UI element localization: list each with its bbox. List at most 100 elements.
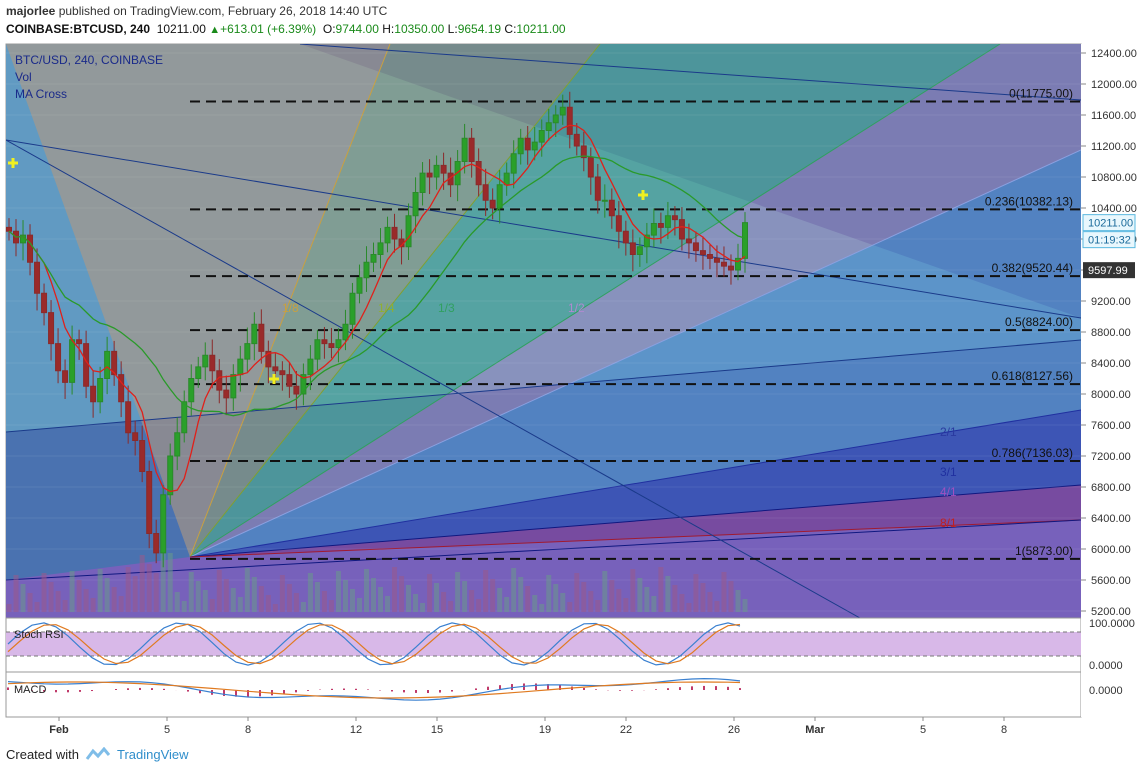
author-name[interactable]: majorlee (6, 4, 56, 18)
volume-bar (385, 596, 391, 612)
candle-body (216, 370, 223, 391)
candle-body (692, 242, 699, 252)
x-axis-tick-label: 8 (245, 724, 251, 736)
candle-body (720, 261, 727, 267)
volume-bar (118, 596, 124, 612)
candle-body (188, 378, 195, 403)
legend-vol: Vol (15, 70, 32, 84)
ohlc-bar: COINBASE:BTCUSD, 240 10211.00 ▲+613.01 (… (6, 22, 566, 36)
candle-body (587, 157, 594, 178)
candle-body (132, 432, 139, 441)
candle-body (146, 471, 153, 534)
up-arrow-icon: ▲ (209, 24, 221, 36)
candle-body (678, 219, 685, 240)
volume-bar (181, 601, 187, 612)
candle-body (517, 137, 524, 155)
candle-body (111, 350, 118, 376)
candle-body (657, 223, 664, 228)
gann-fan-line (189, 484, 1081, 558)
volume-bar (693, 574, 699, 612)
volume-bar (406, 585, 412, 612)
candle-body (742, 222, 748, 259)
volume-bar (525, 586, 531, 612)
candle-body (580, 145, 587, 159)
candle-body (328, 343, 335, 348)
tradingview-brand[interactable]: TradingView (116, 747, 189, 762)
candle-body (300, 374, 307, 395)
volume-bar (539, 604, 545, 612)
volume-bar (714, 601, 720, 612)
x-axis-tick-label: 26 (728, 724, 740, 736)
created-with-text: Created with (6, 747, 79, 762)
price-chart[interactable]: 1/8 1/4 1/3 1/2 2/1 3/1 4/1 8/1 0(11775.00) 0.23… (0, 0, 1145, 745)
volume-bar (567, 602, 573, 612)
volume-bar (581, 582, 587, 612)
candle-body (524, 137, 531, 151)
volume-bar (62, 600, 68, 612)
volume-bar (13, 575, 19, 612)
tradingview-logo-icon[interactable] (85, 746, 111, 764)
candle-body (153, 533, 160, 554)
y-axis-tick-label: 10800.00 (1091, 172, 1137, 184)
footer: Created with TradingView (6, 746, 189, 764)
candle-body (706, 254, 713, 259)
y-axis-tick-label: 7600.00 (1091, 420, 1131, 432)
gann-label: 4/1 (940, 485, 957, 499)
candle-body (174, 432, 181, 457)
candle-body (699, 250, 706, 255)
volume-bar (448, 601, 454, 612)
volume-bar (314, 582, 320, 612)
y-axis-tick-label: 7200.00 (1091, 451, 1131, 463)
volume-bar (735, 590, 741, 612)
gann-label: 3/1 (940, 465, 957, 479)
candle-body (195, 366, 202, 379)
candle-body (181, 401, 188, 434)
candle-body (293, 385, 300, 395)
x-axis-tick-label: 5 (164, 724, 170, 736)
last-price-tag (1082, 214, 1136, 232)
volume-bar (286, 584, 292, 612)
change-value: +613.01 (+6.39%) (220, 22, 317, 36)
candle-body (342, 323, 349, 341)
stoch-band (6, 632, 1081, 656)
volume-bar (237, 597, 243, 612)
volume-bar (588, 591, 594, 612)
symbol-label: COINBASE:BTCUSD, 240 (6, 22, 151, 36)
y-axis-tick-label: 8800.00 (1091, 327, 1131, 339)
open-value: 9744.00 (335, 22, 379, 36)
y-axis-background (1081, 44, 1145, 717)
volume-bar (188, 572, 194, 612)
volume-bar (251, 577, 257, 612)
cross-marker-icon (269, 374, 279, 384)
candle-body (370, 254, 377, 263)
volume-bar (455, 572, 461, 612)
volume-bar (160, 544, 166, 612)
volume-bar (209, 599, 215, 612)
volume-bar (595, 600, 601, 612)
y-axis-tick-label: 12400.00 (1091, 48, 1137, 60)
candle-body (727, 265, 734, 271)
candle-body (601, 199, 608, 202)
volume-bar (644, 587, 650, 612)
volume-bar (700, 583, 706, 612)
volume-bar (665, 576, 671, 612)
candle-body (265, 350, 272, 368)
gann-fan-line (6, 139, 861, 618)
gann-fan-line (189, 519, 1081, 558)
candle-body (671, 215, 678, 221)
y-axis-tick-label: 9200.00 (1091, 296, 1131, 308)
x-axis-tick-label: Mar (805, 724, 825, 736)
gann-fan-line (6, 519, 1081, 581)
gann-fan-line (189, 409, 1081, 558)
low-label: L: (447, 22, 458, 36)
volume-bar (27, 593, 33, 612)
candle-body (608, 199, 615, 217)
volume-bar (230, 588, 236, 612)
macd-tick-label: 0.0000 (1089, 685, 1123, 697)
volume-bar (83, 589, 89, 612)
volume-bar (469, 590, 475, 612)
ma-fast-line (8, 124, 746, 493)
candle-body (335, 339, 342, 348)
volume-bar (125, 567, 131, 612)
candle-body (160, 494, 167, 554)
